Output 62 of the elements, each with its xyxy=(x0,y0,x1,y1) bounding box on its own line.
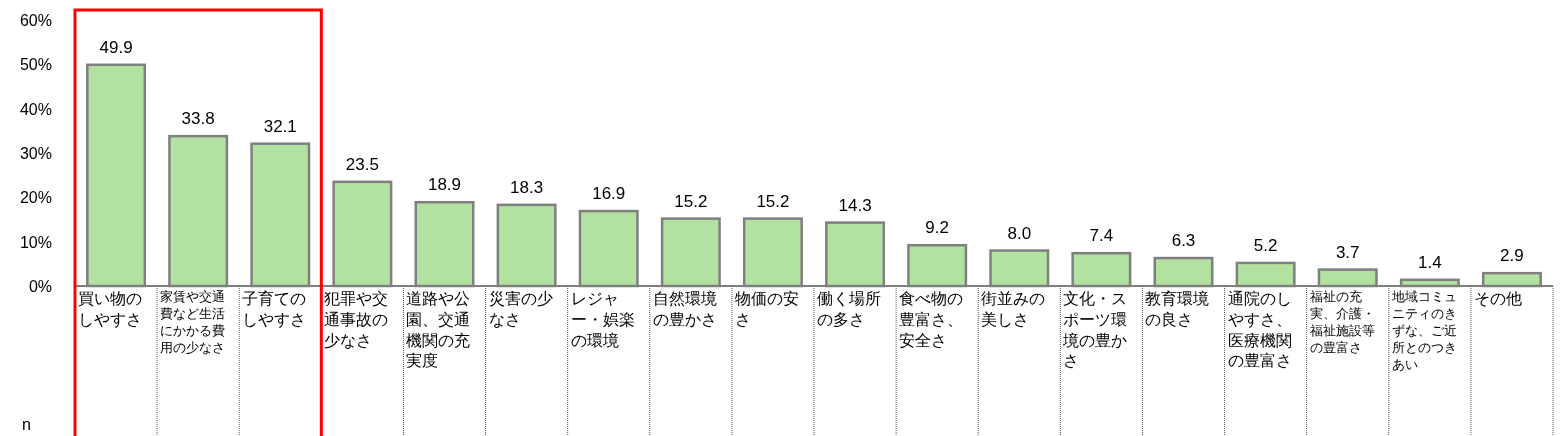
bar xyxy=(1481,271,1542,288)
y-tick-label: 40% xyxy=(19,100,52,118)
x-tick-label: 災害の少なさ xyxy=(488,289,554,330)
data-label: 18.3 xyxy=(510,177,544,197)
bar xyxy=(1153,256,1214,288)
bar xyxy=(578,209,639,288)
bar xyxy=(86,63,147,288)
data-label: 32.1 xyxy=(263,116,297,136)
data-label: 5.2 xyxy=(1253,235,1278,255)
text: n xyxy=(22,416,31,433)
x-tick-label: 物価の安さ xyxy=(734,289,800,330)
data-label: 15.2 xyxy=(674,191,708,211)
x-tick-label: レジャー・娯楽の環境 xyxy=(570,289,636,351)
bar xyxy=(989,249,1050,288)
x-tick-label: 子育てのしやすさ xyxy=(242,289,308,330)
data-label: 3.7 xyxy=(1335,242,1360,262)
y-tick-label: 10% xyxy=(19,233,52,251)
bar xyxy=(332,180,393,288)
y-tick-label: 50% xyxy=(19,56,52,74)
x-tick-label: 道路や公園、交通機関の充実度 xyxy=(406,289,472,372)
data-label: 14.3 xyxy=(838,195,872,215)
bar xyxy=(496,203,557,288)
bar xyxy=(825,221,886,288)
y-tick-label: 30% xyxy=(19,145,52,162)
x-tick-label: 家賃や交通費など生活にかかる費用の少なさ xyxy=(160,289,227,357)
bar xyxy=(250,142,311,288)
data-label: 8.0 xyxy=(1007,223,1032,243)
bar xyxy=(907,243,968,288)
bar xyxy=(1399,278,1460,288)
bar xyxy=(168,134,229,288)
x-tick-label: 自然環境の豊かさ xyxy=(652,289,718,330)
bar xyxy=(1317,268,1378,288)
data-label: 2.9 xyxy=(1500,246,1524,266)
x-tick-label: 働く場所の多さ xyxy=(817,289,882,330)
x-tick-label: 福祉の充実、介護・福祉施設等の豊富さ xyxy=(1309,289,1376,357)
bar xyxy=(660,217,721,288)
data-label: 49.9 xyxy=(99,37,133,57)
data-label: 9.2 xyxy=(925,218,949,238)
y-tick-label: 60% xyxy=(19,12,52,29)
data-label: 1.4 xyxy=(1418,252,1442,272)
data-label: 16.9 xyxy=(592,184,626,204)
x-tick-label: 買い物のしやすさ xyxy=(78,289,143,330)
bar xyxy=(742,217,803,288)
data-label: 33.8 xyxy=(181,109,215,129)
y-tick-label: 20% xyxy=(19,189,52,207)
x-tick-label: 地域コミュニティのきずな、ご近所とのつきあい xyxy=(1391,289,1458,374)
x-tick-label: 犯罪や交通事故の少なさ xyxy=(324,289,390,351)
bar xyxy=(1235,261,1296,288)
bar xyxy=(414,200,475,288)
x-tick-label: 食べ物の豊富さ、安全さ xyxy=(899,289,965,351)
data-label: 18.9 xyxy=(427,175,462,195)
x-tick-label: 文化・スポーツ環境の豊かさ xyxy=(1063,289,1129,372)
x-tick-label: 通院のしやすさ、医療機関の豊富さ xyxy=(1227,289,1293,372)
x-tick-label: その他 xyxy=(1473,289,1523,309)
y-tick-label: 0% xyxy=(28,278,52,295)
data-label: 15.2 xyxy=(756,191,790,211)
data-label: 6.3 xyxy=(1171,231,1196,251)
x-tick-label: 街並みの美しさ xyxy=(981,289,1047,330)
data-label: 23.5 xyxy=(345,154,379,174)
data-label: 7.4 xyxy=(1089,226,1114,246)
x-tick-label: 教育環境の良さ xyxy=(1145,289,1211,330)
bar xyxy=(1071,251,1132,288)
